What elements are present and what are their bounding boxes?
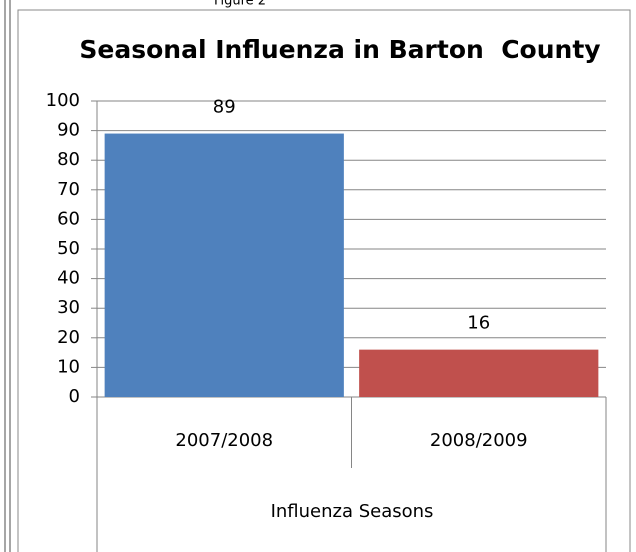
chart-frame bbox=[17, 9, 631, 552]
chart-title: Seasonal Influenza in Barton County bbox=[79, 35, 600, 64]
data-label: 89 bbox=[213, 97, 236, 118]
y-tick-label: 20 bbox=[57, 327, 80, 348]
x-tick-label: 2007/2008 bbox=[175, 430, 273, 451]
y-tick-label: 40 bbox=[57, 268, 80, 289]
y-tick-label: 90 bbox=[57, 120, 80, 141]
figure-label: Figure 2 bbox=[214, 0, 266, 9]
y-tick-label: 100 bbox=[46, 90, 80, 111]
bar bbox=[359, 349, 599, 397]
y-tick-label: 80 bbox=[57, 149, 80, 170]
data-label: 16 bbox=[467, 313, 490, 334]
y-tick-label: 60 bbox=[57, 208, 80, 229]
x-tick-label: 2008/2009 bbox=[430, 430, 528, 451]
x-axis-title: Influenza Seasons bbox=[271, 501, 434, 522]
y-tick-label: 30 bbox=[57, 297, 80, 318]
y-tick-label: 70 bbox=[57, 179, 80, 200]
y-tick-label: 10 bbox=[57, 356, 80, 377]
bar bbox=[104, 133, 344, 397]
y-tick-label: 0 bbox=[69, 386, 80, 407]
y-tick-label: 50 bbox=[57, 238, 80, 259]
